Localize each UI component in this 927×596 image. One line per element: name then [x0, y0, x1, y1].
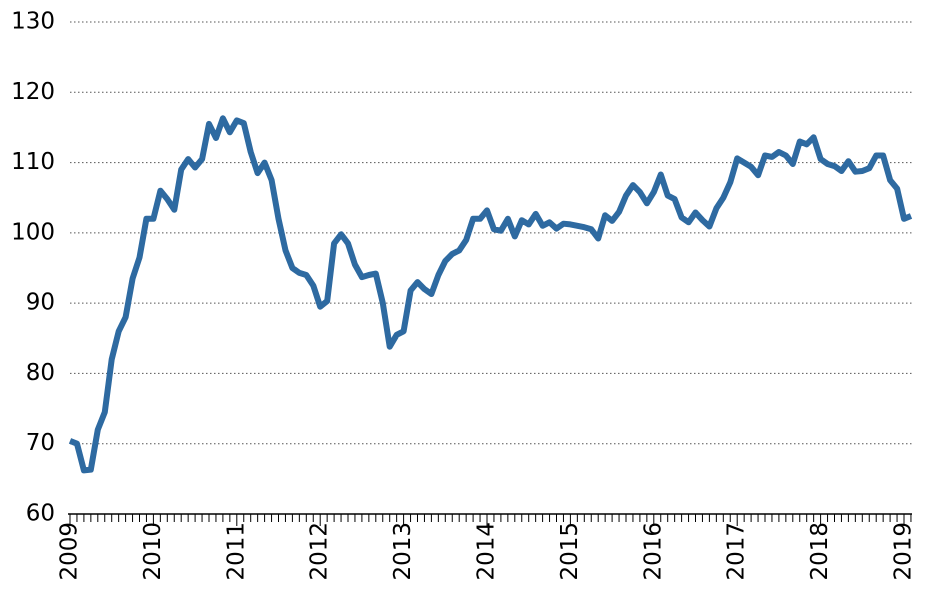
- y-tick-label: 60: [26, 501, 55, 527]
- x-tick-label: 2019: [891, 522, 917, 581]
- x-tick-label: 2011: [223, 522, 249, 581]
- x-tick-label: 2014: [474, 522, 500, 581]
- y-tick-label: 110: [11, 149, 55, 175]
- x-tick-label: 2013: [390, 522, 416, 581]
- y-tick-label: 120: [11, 79, 55, 105]
- x-tick-label: 2012: [307, 522, 333, 581]
- y-tick-label: 80: [26, 360, 55, 386]
- y-tick-label: 70: [26, 430, 55, 456]
- y-tick-label: 130: [11, 9, 55, 35]
- x-tick-label: 2010: [140, 522, 166, 581]
- y-tick-label: 90: [26, 290, 55, 316]
- x-tick-label: 2009: [57, 522, 83, 581]
- x-tick-label: 2015: [557, 522, 583, 581]
- y-tick-label: 100: [11, 219, 55, 245]
- x-tick-label: 2017: [724, 522, 750, 581]
- x-tick-label: 2016: [640, 522, 666, 581]
- data-line: [68, 115, 913, 474]
- x-tick-label: 2018: [807, 522, 833, 581]
